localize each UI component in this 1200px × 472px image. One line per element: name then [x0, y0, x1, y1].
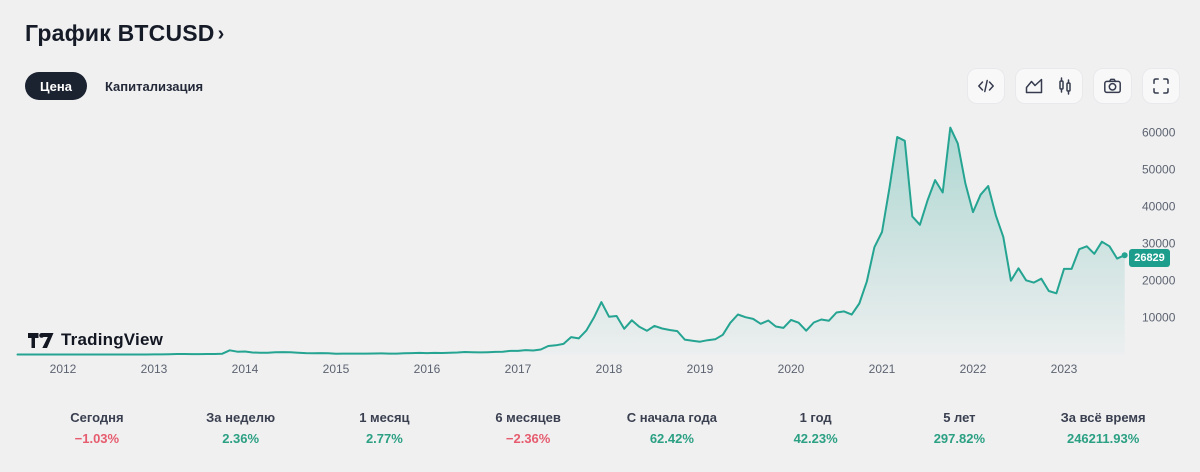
- stat-5-years: 5 лет 297.82%: [933, 410, 986, 446]
- x-axis-label: 2015: [323, 362, 350, 376]
- tradingview-logo-icon: [28, 332, 54, 348]
- stat-all-time: За всё время 246211.93%: [1060, 410, 1146, 446]
- chart-title-link[interactable]: График BTCUSD ›: [25, 20, 224, 47]
- stat-1-month: 1 месяц 2.77%: [359, 410, 410, 446]
- stat-week: За неделю 2.36%: [206, 410, 276, 446]
- y-axis-labels: 10000 20000 30000 40000 50000 60000: [1142, 126, 1176, 325]
- y-axis-label: 20000: [1142, 274, 1176, 288]
- chart-toolbar: [967, 68, 1180, 104]
- stat-1-year: 1 год 42.23%: [793, 410, 838, 446]
- tab-capitalization-label: Капитализация: [104, 78, 204, 94]
- tab-capitalization[interactable]: Капитализация: [105, 79, 203, 94]
- camera-icon: [1104, 78, 1121, 94]
- y-axis-label: 60000: [1142, 126, 1176, 140]
- x-axis-label: 2013: [141, 362, 168, 376]
- tab-bar: Цена Капитализация: [25, 72, 203, 100]
- x-axis-label: 2017: [505, 362, 532, 376]
- fullscreen-icon: [1153, 78, 1169, 94]
- stat-ytd: С начала года 62.42%: [626, 410, 717, 446]
- x-axis-labels: 2012 2013 2014 2015 2016 2017 2018 2019 2020 2021…: [50, 362, 1078, 376]
- x-axis-label: 2022: [960, 362, 987, 376]
- controls-row: Цена Капитализация: [25, 68, 1180, 104]
- x-axis-label: 2016: [414, 362, 441, 376]
- x-axis-label: 2023: [1051, 362, 1078, 376]
- stat-6-months: 6 месяцев −2.36%: [495, 410, 561, 446]
- last-point-dot: [1121, 252, 1128, 259]
- tab-price[interactable]: Цена: [25, 72, 87, 100]
- last-price-badge: 26829: [1129, 249, 1170, 267]
- area-chart-icon: [1025, 78, 1043, 94]
- snapshot-button[interactable]: [1093, 68, 1132, 104]
- x-axis-label: 2014: [232, 362, 259, 376]
- x-axis-label: 2019: [687, 362, 714, 376]
- x-axis-label: 2021: [869, 362, 896, 376]
- chart-type-toggle[interactable]: [1015, 68, 1083, 104]
- chart-line: [16, 126, 1126, 356]
- chart-area-fill: [17, 127, 1125, 355]
- x-axis-label: 2018: [596, 362, 623, 376]
- x-axis-label: 2012: [50, 362, 77, 376]
- tradingview-logo[interactable]: TradingView: [28, 330, 163, 350]
- fullscreen-button[interactable]: [1142, 68, 1180, 104]
- tradingview-logo-text: TradingView: [61, 330, 164, 349]
- page-title: График BTCUSD: [25, 20, 215, 46]
- performance-stats: Сегодня −1.03% За неделю 2.36% 1 месяц 2…: [25, 410, 1175, 446]
- embed-code-button[interactable]: [967, 68, 1005, 104]
- y-axis-label: 40000: [1142, 200, 1176, 214]
- tab-price-label: Цена: [40, 78, 72, 94]
- stat-today: Сегодня −1.03%: [70, 410, 124, 446]
- y-axis-label: 50000: [1142, 163, 1176, 177]
- y-axis-label: 10000: [1142, 311, 1176, 325]
- y-axis-label: 30000: [1142, 237, 1176, 251]
- code-icon: [978, 79, 994, 93]
- price-chart[interactable]: 2012 2013 2014 2015 2016 2017 2018 2019 2020 2021…: [0, 0, 1200, 400]
- x-axis-label: 2020: [778, 362, 805, 376]
- candlestick-icon: [1059, 77, 1071, 95]
- chevron-right-icon: ›: [217, 23, 225, 45]
